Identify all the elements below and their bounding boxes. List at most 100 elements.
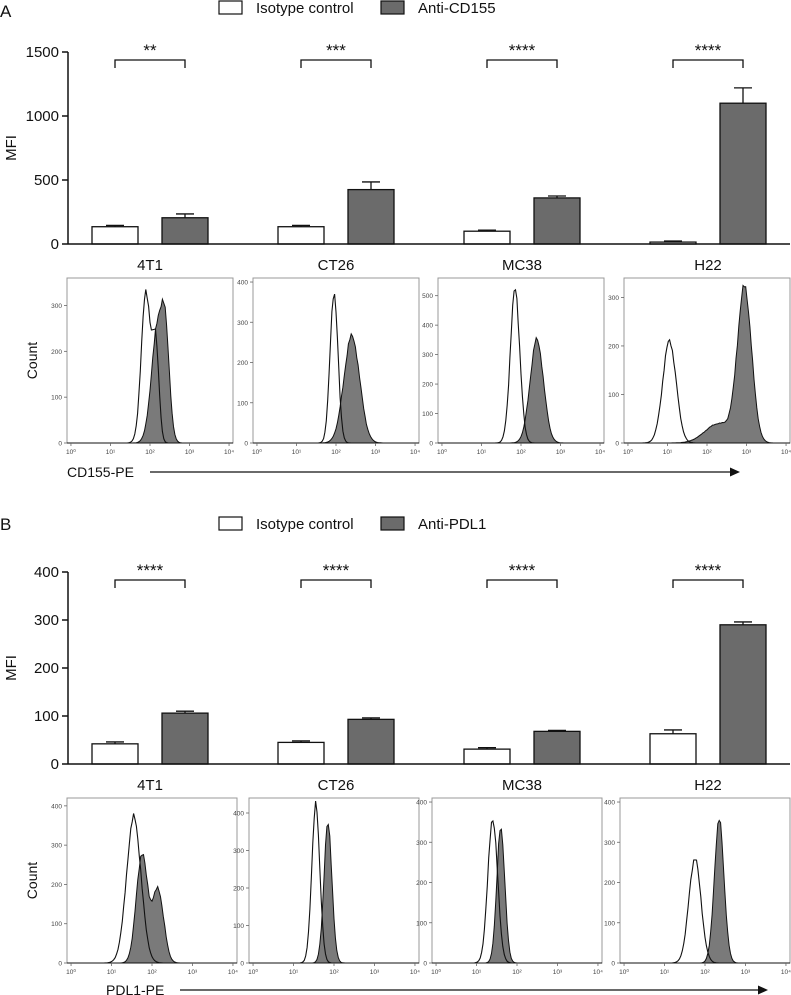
significance-marker: **** bbox=[695, 41, 722, 60]
histogram-anti bbox=[624, 284, 790, 444]
bar-isotype-control bbox=[91, 743, 139, 765]
y-tick-label: 100 bbox=[34, 708, 59, 725]
hist-y-tick-label: 0 bbox=[58, 961, 62, 968]
hist-y-tick-label: 300 bbox=[604, 840, 615, 847]
y-axis-label: MFI bbox=[3, 135, 20, 161]
hist-y-tick-label: 100 bbox=[237, 400, 248, 407]
y-tick-label: 0 bbox=[51, 236, 59, 253]
bar-isotype-control bbox=[277, 226, 325, 245]
histogram-panel-h22: 0 100 200 300 10⁰ 10¹ 10² 10³ 10⁴ bbox=[608, 277, 791, 456]
hist-x-tick-label: 10⁰ bbox=[248, 968, 258, 976]
hist-y-tick-label: 400 bbox=[237, 280, 248, 287]
hist-x-tick-label: 10³ bbox=[371, 449, 381, 456]
histogram-panel-ct26: 0 100 200 300 400 10⁰ 10¹ 10² 10³ 10⁴ bbox=[237, 277, 420, 456]
bar-isotype-control bbox=[277, 741, 325, 765]
hist-y-tick-label: 100 bbox=[233, 923, 244, 930]
panel-label: B bbox=[0, 515, 11, 534]
hist-x-tick-label: 10³ bbox=[553, 969, 563, 976]
significance-marker: **** bbox=[137, 561, 164, 580]
hist-y-tick-label: 300 bbox=[422, 352, 433, 359]
hist-y-tick-label: 0 bbox=[615, 441, 619, 448]
bar-anti-pdl1 bbox=[347, 718, 395, 765]
significance-bracket bbox=[486, 579, 558, 588]
significance-marker: **** bbox=[509, 561, 536, 580]
category-label: 4T1 bbox=[137, 257, 163, 274]
hist-y-tick-label: 400 bbox=[422, 323, 433, 330]
hist-x-tick-label: 10³ bbox=[556, 449, 566, 456]
hist-y-tick-label: 200 bbox=[608, 343, 619, 350]
hist-y-tick-label: 400 bbox=[604, 800, 615, 807]
hist-y-tick-label: 200 bbox=[51, 349, 62, 356]
y-tick-label: 200 bbox=[34, 660, 59, 677]
histogram-frame bbox=[437, 277, 605, 444]
hist-y-tick-label: 300 bbox=[416, 840, 427, 847]
count-axis-label: Count bbox=[24, 342, 40, 379]
category-label: MC38 bbox=[502, 777, 542, 794]
legend-swatch-0 bbox=[218, 516, 243, 531]
hist-x-tick-label: 10⁰ bbox=[619, 968, 629, 976]
hist-y-tick-label: 200 bbox=[422, 382, 433, 389]
hist-y-tick-label: 100 bbox=[51, 921, 62, 928]
histogram-panel-4t1: 0 100 200 300 400 10⁰ 10¹ 10² 10³ 10⁴ bbox=[51, 797, 238, 976]
bar-anti-cd155 bbox=[719, 102, 767, 245]
histogram-frame bbox=[431, 797, 603, 964]
hist-y-tick-label: 300 bbox=[51, 843, 62, 850]
bar-anti-pdl1 bbox=[161, 712, 209, 765]
bar-anti-pdl1 bbox=[533, 730, 581, 765]
hist-x-tick-label: 10² bbox=[700, 969, 710, 976]
hist-x-tick-label: 10⁰ bbox=[437, 448, 447, 456]
hist-y-tick-label: 100 bbox=[608, 392, 619, 399]
y-tick-label: 400 bbox=[34, 564, 59, 581]
hist-y-tick-label: 400 bbox=[416, 800, 427, 807]
hist-y-tick-label: 300 bbox=[237, 320, 248, 327]
legend-label-1: Anti-CD155 bbox=[418, 0, 496, 17]
legend-swatch-1 bbox=[380, 0, 405, 15]
hist-x-tick-label: 10⁴ bbox=[595, 449, 605, 456]
hist-y-tick-label: 200 bbox=[604, 880, 615, 887]
hist-y-tick-label: 400 bbox=[233, 811, 244, 818]
histogram-panel-4t1: 0 100 200 300 10⁰ 10¹ 10² 10³ 10⁴ bbox=[51, 277, 234, 456]
hist-y-tick-label: 100 bbox=[51, 395, 62, 402]
hist-x-tick-label: 10⁰ bbox=[623, 448, 633, 456]
hist-x-tick-label: 10¹ bbox=[292, 449, 302, 456]
hist-x-tick-label: 10⁴ bbox=[410, 969, 420, 976]
hist-y-tick-label: 0 bbox=[240, 961, 244, 968]
category-label: CT26 bbox=[318, 777, 355, 794]
hist-y-tick-label: 0 bbox=[244, 441, 248, 448]
x-axis-label: CD155-PE bbox=[67, 464, 134, 480]
y-axis-label: MFI bbox=[3, 655, 20, 681]
histogram-isotype bbox=[620, 859, 790, 964]
hist-y-tick-label: 500 bbox=[422, 293, 433, 300]
count-axis-label: Count bbox=[24, 862, 40, 899]
legend-label-0: Isotype control bbox=[256, 516, 354, 533]
significance-bracket bbox=[114, 579, 186, 588]
hist-x-tick-label: 10⁰ bbox=[66, 448, 76, 456]
hist-y-tick-label: 100 bbox=[604, 920, 615, 927]
category-label: H22 bbox=[694, 257, 722, 274]
hist-x-tick-label: 10⁰ bbox=[431, 968, 441, 976]
hist-y-tick-label: 100 bbox=[422, 411, 433, 418]
hist-y-tick-label: 200 bbox=[233, 886, 244, 893]
hist-x-tick-label: 10⁴ bbox=[410, 449, 420, 456]
category-label: CT26 bbox=[318, 257, 355, 274]
hist-x-tick-label: 10⁴ bbox=[781, 969, 791, 976]
histogram-frame bbox=[66, 797, 238, 964]
hist-y-tick-label: 200 bbox=[416, 880, 427, 887]
significance-marker: ** bbox=[143, 41, 157, 60]
hist-y-tick-label: 0 bbox=[611, 961, 615, 968]
histogram-isotype bbox=[67, 813, 237, 964]
significance-bracket bbox=[114, 59, 186, 68]
hist-y-tick-label: 100 bbox=[416, 920, 427, 927]
hist-x-tick-label: 10¹ bbox=[289, 969, 299, 976]
arrow-head-icon bbox=[730, 467, 740, 477]
hist-x-tick-label: 10² bbox=[516, 449, 526, 456]
hist-x-tick-label: 10¹ bbox=[660, 969, 670, 976]
legend-label-1: Anti-PDL1 bbox=[418, 516, 486, 533]
hist-y-tick-label: 300 bbox=[51, 303, 62, 310]
hist-x-tick-label: 10² bbox=[331, 449, 341, 456]
hist-x-tick-label: 10⁴ bbox=[593, 969, 603, 976]
hist-x-tick-label: 10⁴ bbox=[781, 449, 791, 456]
histogram-isotype bbox=[253, 293, 419, 444]
panel-label: A bbox=[0, 2, 12, 21]
